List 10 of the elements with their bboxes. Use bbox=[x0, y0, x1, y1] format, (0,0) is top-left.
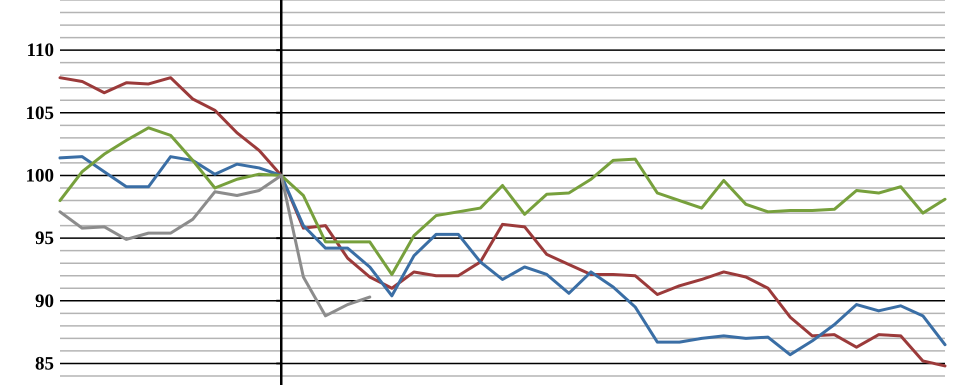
y-tick-label: 85 bbox=[35, 354, 54, 375]
y-tick-label: 100 bbox=[26, 166, 54, 187]
line-series bbox=[58, 155, 946, 356]
y-tick-label: 105 bbox=[26, 102, 54, 124]
y-tick-label: 90 bbox=[35, 290, 54, 312]
line-series bbox=[58, 76, 946, 368]
y-tick-label: 95 bbox=[35, 228, 54, 250]
line-series bbox=[58, 174, 372, 318]
y-tick-label: 110 bbox=[26, 40, 54, 62]
line-series bbox=[58, 126, 946, 276]
